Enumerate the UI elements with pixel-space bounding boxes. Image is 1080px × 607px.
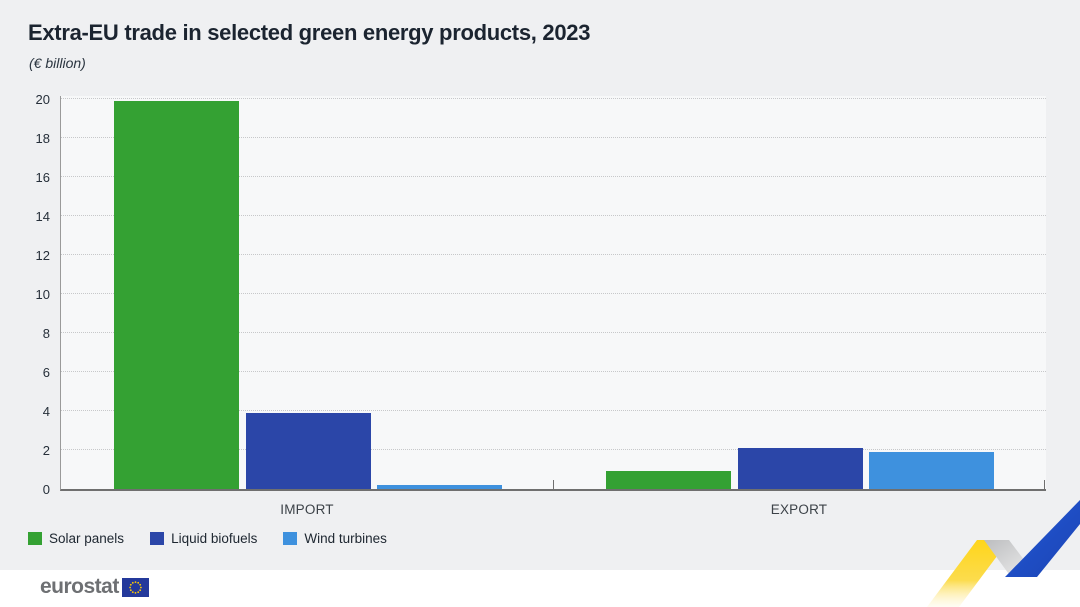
- legend-label: Liquid biofuels: [171, 531, 258, 546]
- eurostat-logo: eurostat: [40, 575, 149, 598]
- ribbon-yellow-segment: [927, 540, 1009, 607]
- gridline-4: [61, 410, 1046, 411]
- y-tick-label-20: 20: [35, 92, 50, 107]
- y-tick-label-8: 8: [42, 326, 50, 341]
- bar-export-solar-panels: [606, 471, 731, 489]
- x-label-import: IMPORT: [280, 502, 334, 517]
- x-axis-tick-1: [553, 480, 554, 489]
- y-tick-label-6: 6: [42, 365, 50, 380]
- y-tick-label-18: 18: [35, 131, 50, 146]
- legend-label: Solar panels: [49, 531, 125, 546]
- gridline-6: [61, 371, 1046, 372]
- y-tick-label-14: 14: [35, 209, 50, 224]
- eurostat-logo-text: eurostat: [40, 575, 119, 598]
- gridline-14: [61, 215, 1046, 216]
- legend-swatch-liquid-biofuels: [150, 532, 165, 545]
- chart-subtitle: (€ billion): [29, 55, 86, 71]
- legend-swatch-wind-turbines: [283, 532, 298, 545]
- eu-flag-icon: [121, 577, 149, 597]
- ribbon-blue-segment: [1005, 500, 1080, 577]
- y-tick-label-4: 4: [42, 404, 50, 419]
- gridline-10: [61, 293, 1046, 294]
- trend-ribbon-graphic: [927, 500, 1080, 607]
- y-tick-label-0: 0: [42, 482, 50, 497]
- gridline-2: [61, 449, 1046, 450]
- gridline-16: [61, 176, 1046, 177]
- legend-item-liquid-biofuels: Liquid biofuels: [150, 531, 257, 546]
- plot-area: [60, 96, 1046, 491]
- x-label-export: EXPORT: [770, 502, 828, 517]
- chart-legend: Solar panels Liquid biofuels Wind turbines: [28, 531, 387, 546]
- bar-import-liquid-biofuels: [245, 412, 371, 489]
- gridline-20: [61, 98, 1046, 99]
- y-tick-label-16: 16: [35, 170, 50, 185]
- bar-export-wind-turbines: [869, 451, 994, 489]
- gridline-12: [61, 254, 1046, 255]
- legend-swatch-solar-panels: [28, 532, 42, 545]
- y-tick-label-12: 12: [35, 248, 50, 263]
- legend-label: Wind turbines: [304, 531, 387, 546]
- bar-export-liquid-biofuels: [737, 448, 863, 489]
- legend-item-solar-panels: Solar panels: [28, 531, 124, 546]
- footer-band: [0, 570, 1080, 607]
- chart-title: Extra-EU trade in selected green energy …: [28, 20, 591, 45]
- legend-item-wind-turbines: Wind turbines: [283, 531, 387, 546]
- bar-import-wind-turbines: [377, 485, 502, 489]
- y-tick-label-2: 2: [42, 443, 50, 458]
- y-tick-label-10: 10: [35, 287, 50, 302]
- bar-import-solar-panels: [114, 100, 239, 489]
- x-axis-tick-2: [1044, 480, 1045, 489]
- gridline-8: [61, 332, 1046, 333]
- gridline-18: [61, 137, 1046, 138]
